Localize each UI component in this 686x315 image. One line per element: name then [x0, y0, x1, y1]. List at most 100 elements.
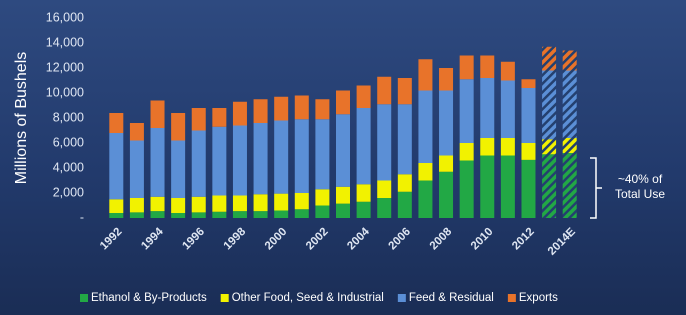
bar-segment	[151, 197, 165, 211]
bar-segment	[212, 212, 226, 218]
bar-segment	[439, 172, 453, 218]
bar-segment	[130, 212, 144, 218]
bar-segment	[336, 187, 350, 204]
legend-swatch	[508, 294, 516, 302]
bar-segment	[130, 198, 144, 212]
bar-segment	[357, 86, 371, 109]
bar-segment	[460, 143, 474, 161]
bar-segment	[130, 141, 144, 199]
bar-segment	[439, 91, 453, 156]
bar-segment	[521, 143, 535, 160]
bar-segment	[295, 119, 309, 193]
bar-segment	[233, 196, 247, 212]
bar-segment	[398, 192, 412, 218]
bar-segment	[171, 198, 185, 213]
bar-segment	[418, 181, 432, 219]
bar-segment	[151, 101, 165, 129]
bar-segment	[171, 141, 185, 199]
y-tick-label: 12,000	[46, 60, 84, 74]
bar-segment	[109, 199, 123, 213]
bar-segment	[192, 212, 206, 218]
annotation: Total Use	[615, 187, 665, 201]
bar-segment	[542, 139, 556, 154]
bar-segment	[254, 194, 268, 211]
y-tick-label: 8,000	[53, 110, 84, 124]
bar-segment	[460, 56, 474, 80]
bar-segment	[151, 211, 165, 218]
bar-segment	[151, 128, 165, 197]
bar-segment	[254, 123, 268, 194]
bar-segment	[254, 211, 268, 218]
bar-segment	[501, 138, 515, 156]
bar-segment	[563, 138, 577, 153]
y-tick-label: -	[80, 210, 84, 224]
bar-segment	[418, 91, 432, 164]
legend-label: Exports	[519, 292, 558, 304]
bar-segment	[418, 59, 432, 90]
legend-label: Other Food, Seed & Industrial	[232, 292, 384, 304]
bar-segment	[192, 131, 206, 197]
bar-segment	[563, 71, 577, 139]
bar-segment	[254, 99, 268, 123]
bar-segment	[274, 211, 288, 219]
bar-segment	[563, 153, 577, 218]
y-tick-label: 14,000	[46, 35, 84, 49]
bar-segment	[233, 126, 247, 196]
bar-segment	[192, 108, 206, 131]
legend-swatch	[80, 294, 88, 302]
annotation: ~40% of	[618, 172, 663, 186]
bar-segment	[377, 198, 391, 218]
bar-segment	[274, 194, 288, 211]
bar-segment	[109, 133, 123, 199]
bar-segment	[212, 108, 226, 127]
bar-segment	[398, 174, 412, 192]
bar-segment	[480, 138, 494, 156]
bar-segment	[109, 113, 123, 133]
bar-segment	[336, 204, 350, 218]
bar-segment	[398, 78, 412, 104]
bar-segment	[315, 119, 329, 189]
bar-segment	[274, 121, 288, 194]
bar-segment	[542, 71, 556, 140]
bar-segment	[357, 108, 371, 184]
legend-label: Feed & Residual	[409, 292, 494, 304]
bar-segment	[212, 196, 226, 212]
y-tick-label: 4,000	[53, 160, 84, 174]
bar-segment	[315, 189, 329, 205]
bar-segment	[357, 184, 371, 202]
bar-segment	[171, 213, 185, 218]
bar-segment	[171, 113, 185, 141]
bar-segment	[542, 154, 556, 218]
bar-segment	[357, 202, 371, 218]
bar-segment	[377, 181, 391, 199]
bar-segment	[521, 79, 535, 88]
y-tick-label: 10,000	[46, 85, 84, 99]
bar-segment	[315, 99, 329, 119]
bar-segment	[460, 161, 474, 219]
bar-segment	[460, 79, 474, 143]
bar-segment	[212, 127, 226, 196]
bar-segment	[501, 81, 515, 139]
bar-segment	[480, 78, 494, 138]
bar-segment	[501, 62, 515, 81]
y-tick-label: 6,000	[53, 135, 84, 149]
bar-segment	[336, 114, 350, 187]
bar-segment	[501, 156, 515, 219]
bar-segment	[521, 88, 535, 143]
y-tick-label: 2,000	[53, 185, 84, 199]
bar-segment	[439, 68, 453, 91]
bar-segment	[233, 102, 247, 126]
bar-segment	[542, 47, 556, 71]
bar-segment	[109, 213, 123, 218]
bar-segment	[336, 91, 350, 115]
bar-segment	[295, 96, 309, 120]
y-tick-label: 16,000	[46, 10, 84, 24]
legend-swatch	[398, 294, 406, 302]
chart: Millions of Bushels ~40% of Total Use Et…	[0, 0, 686, 315]
bar-segment	[480, 156, 494, 219]
legend-swatch	[221, 294, 229, 302]
bar-segment	[418, 163, 432, 181]
bar-segment	[439, 156, 453, 172]
bar-segment	[295, 209, 309, 218]
